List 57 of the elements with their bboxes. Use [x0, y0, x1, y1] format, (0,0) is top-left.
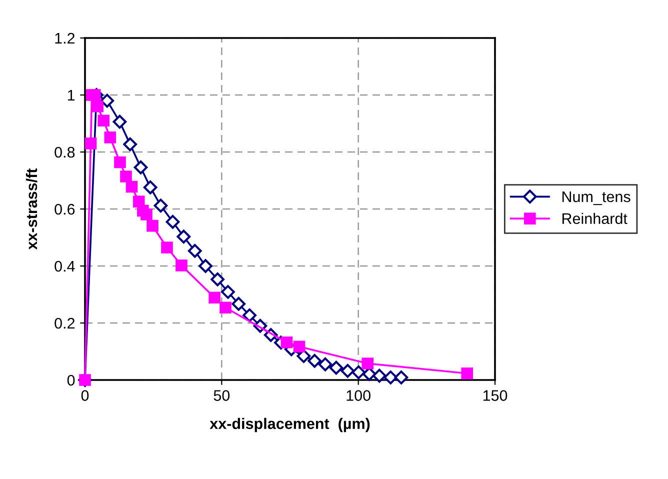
point — [329, 360, 344, 375]
point — [362, 358, 374, 370]
point — [146, 220, 158, 232]
point — [120, 170, 132, 182]
x-tick-label: 150 — [483, 390, 508, 401]
x-axis-title: xx-displacement (µm) — [210, 418, 370, 432]
point — [134, 160, 148, 174]
y-tick-label: 1 — [68, 90, 75, 101]
point — [84, 138, 97, 150]
point — [461, 368, 474, 380]
point — [208, 292, 220, 304]
point — [161, 242, 173, 254]
point — [210, 272, 225, 286]
point — [220, 302, 232, 314]
y-tick-label: 1.2 — [55, 32, 75, 44]
point — [362, 367, 376, 381]
y-tick-label: 0 — [67, 374, 75, 386]
y-tick-label: 0.6 — [54, 204, 75, 215]
point — [143, 180, 158, 194]
x-tick-label: 50 — [214, 390, 230, 401]
point — [100, 94, 114, 108]
point — [242, 308, 256, 322]
point — [98, 114, 110, 127]
legend-label: Reinhardt — [562, 212, 628, 224]
point — [340, 364, 355, 378]
point — [352, 365, 366, 380]
point — [280, 336, 293, 348]
point — [112, 114, 127, 129]
point — [296, 349, 311, 363]
point — [176, 260, 188, 272]
point — [293, 340, 306, 353]
point — [198, 259, 212, 273]
point — [104, 132, 116, 144]
x-tick-label: 100 — [346, 390, 370, 401]
point — [394, 370, 408, 384]
point — [188, 244, 202, 258]
x-tick-label: 0 — [81, 390, 89, 401]
point — [88, 89, 101, 101]
point — [372, 368, 386, 383]
point — [126, 180, 138, 193]
point — [384, 370, 398, 384]
point — [232, 296, 246, 311]
y-axis-title: xx-strass/ft — [26, 168, 38, 250]
point — [176, 230, 191, 244]
point — [92, 100, 104, 112]
legend-label: Num_tens — [562, 192, 630, 206]
point — [318, 357, 332, 372]
point — [154, 198, 168, 213]
y-tick-label: 0.4 — [54, 260, 75, 272]
y-tick-label: 0.8 — [54, 146, 75, 158]
point — [166, 214, 180, 229]
point — [140, 208, 152, 220]
point — [308, 354, 322, 368]
y-tick-label: 0.2 — [54, 318, 75, 329]
point — [123, 137, 138, 152]
point — [114, 156, 126, 168]
point — [221, 284, 235, 299]
